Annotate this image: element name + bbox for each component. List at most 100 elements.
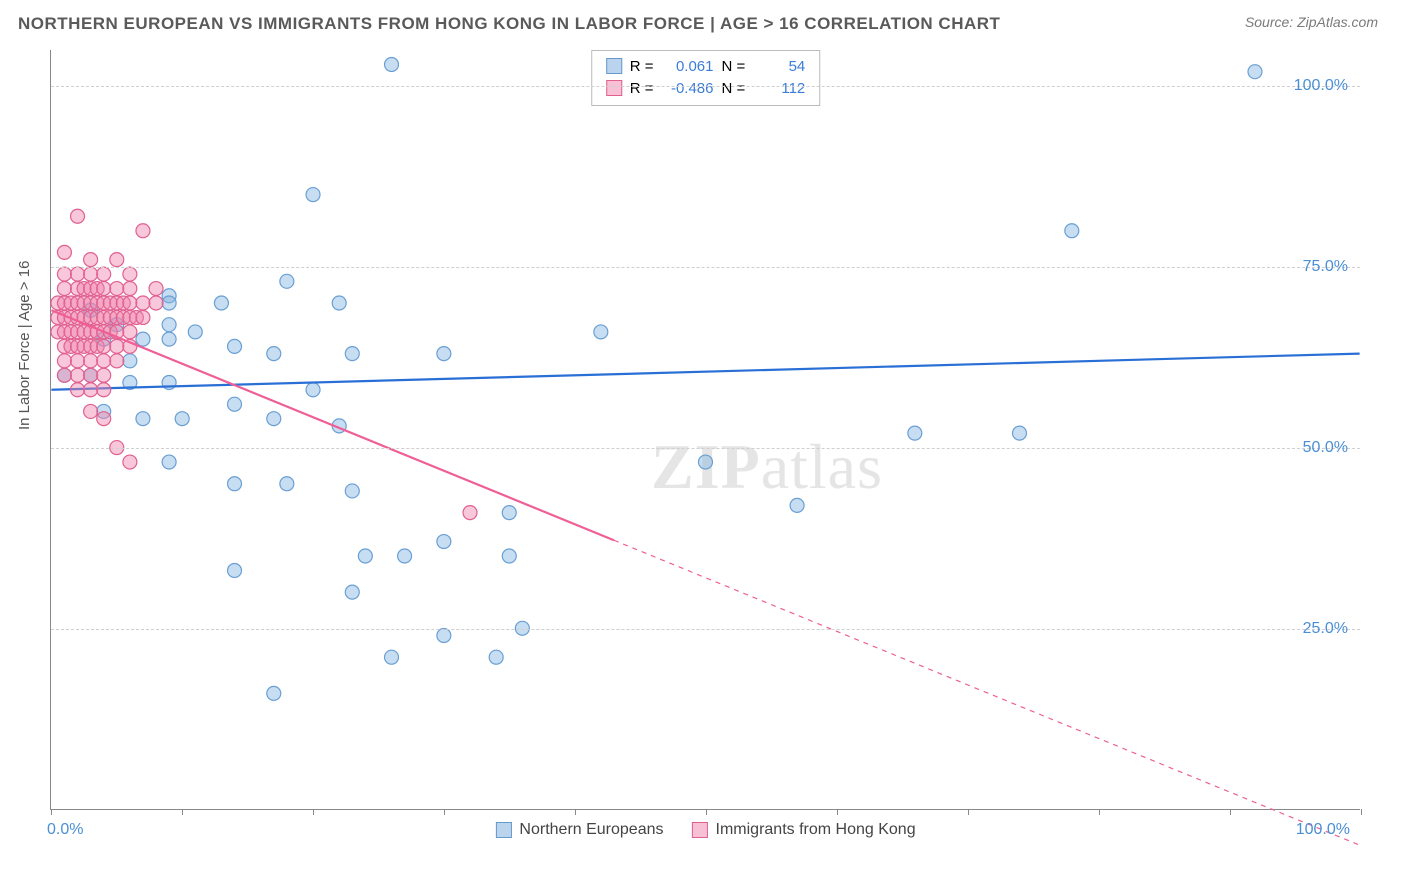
data-point [110,253,124,267]
trend-line [51,310,614,540]
data-point [332,296,346,310]
data-point [123,267,137,281]
data-point [345,585,359,599]
data-point [228,397,242,411]
data-point [188,325,202,339]
data-point [97,354,111,368]
data-point [97,267,111,281]
x-tick [51,809,52,815]
data-point [162,455,176,469]
legend-series: Northern Europeans Immigrants from Hong … [495,821,915,839]
y-tick-label: 75.0% [1303,258,1348,276]
data-point [228,339,242,353]
gridline [51,629,1360,630]
x-min-label: 0.0% [47,821,83,839]
data-point [594,325,608,339]
data-point [110,282,124,296]
data-point [136,412,150,426]
data-point [57,267,71,281]
data-point [306,383,320,397]
source-label: Source: ZipAtlas.com [1245,14,1378,30]
x-tick [575,809,576,815]
data-point [1248,65,1262,79]
gridline [51,267,1360,268]
data-point [57,354,71,368]
legend-label: Immigrants from Hong Kong [716,821,916,839]
x-tick [182,809,183,815]
data-point [97,383,111,397]
data-point [437,535,451,549]
data-point [149,296,163,310]
data-point [267,412,281,426]
data-point [908,426,922,440]
data-point [280,274,294,288]
trend-line-dashed [614,540,1360,845]
data-point [110,354,124,368]
data-point [110,339,124,353]
data-point [463,506,477,520]
data-point [398,549,412,563]
chart-title: NORTHERN EUROPEAN VS IMMIGRANTS FROM HON… [18,14,1000,34]
x-tick [1099,809,1100,815]
data-point [136,296,150,310]
data-point [123,282,137,296]
swatch-pink-icon [692,822,708,838]
data-point [267,347,281,361]
data-point [57,245,71,259]
data-point [84,404,98,418]
data-point [502,549,516,563]
data-point [84,368,98,382]
data-point [790,498,804,512]
data-point [149,282,163,296]
data-point [162,318,176,332]
data-point [162,332,176,346]
swatch-blue-icon [495,822,511,838]
data-point [699,455,713,469]
data-point [97,368,111,382]
data-point [57,282,71,296]
legend-item: Immigrants from Hong Kong [692,821,916,839]
data-point [136,332,150,346]
data-point [489,650,503,664]
x-tick [837,809,838,815]
x-max-label: 100.0% [1296,821,1350,839]
data-point [71,267,85,281]
data-point [1065,224,1079,238]
data-point [97,339,111,353]
data-point [84,253,98,267]
data-point [502,506,516,520]
gridline [51,448,1360,449]
data-point [358,549,372,563]
data-point [57,368,71,382]
data-point [97,412,111,426]
data-point [175,412,189,426]
data-point [123,354,137,368]
y-tick-label: 50.0% [1303,439,1348,457]
scatter-svg [51,50,1360,809]
data-point [71,354,85,368]
data-point [214,296,228,310]
data-point [385,650,399,664]
data-point [437,347,451,361]
x-tick [706,809,707,815]
data-point [84,354,98,368]
x-tick [444,809,445,815]
data-point [71,209,85,223]
data-point [136,224,150,238]
data-point [84,267,98,281]
data-point [228,563,242,577]
legend-label: Northern Europeans [519,821,663,839]
data-point [345,484,359,498]
data-point [385,57,399,71]
data-point [345,347,359,361]
y-axis-title: In Labor Force | Age > 16 [16,261,33,430]
plot-area: ZIPatlas R = 0.061 N = 54 R = -0.486 N =… [50,50,1360,810]
data-point [123,325,137,339]
x-tick [313,809,314,815]
data-point [84,383,98,397]
x-tick [1230,809,1231,815]
y-tick-label: 25.0% [1303,620,1348,638]
x-tick [968,809,969,815]
data-point [306,188,320,202]
data-point [280,477,294,491]
